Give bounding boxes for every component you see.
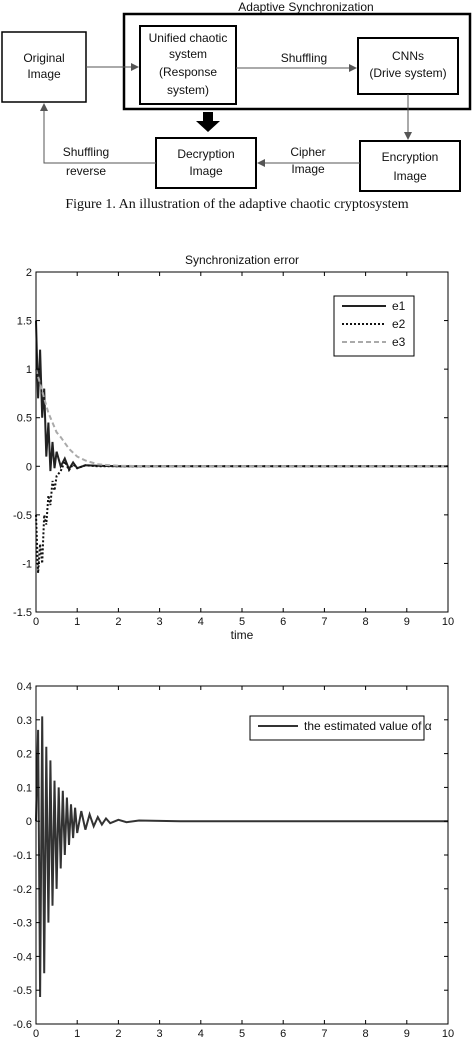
- encryption-image-box: [359, 140, 461, 192]
- y-tick-label: -0.3: [13, 918, 32, 930]
- x-tick-label: 3: [157, 1028, 163, 1040]
- y-tick-label: -0.5: [13, 985, 32, 997]
- x-tick-label: 3: [157, 616, 163, 628]
- x-tick-label: 8: [363, 616, 369, 628]
- encryption-label-2: Image: [393, 169, 427, 183]
- original-image-label-2: Image: [27, 67, 61, 81]
- legend-label: e2: [392, 317, 406, 331]
- unified-label-1: Unified chaotic: [149, 31, 228, 45]
- x-tick-label: 9: [404, 616, 410, 628]
- y-tick-label: 1.5: [17, 316, 32, 328]
- unified-label-4: system): [167, 83, 209, 97]
- y-tick-label: -0.6: [13, 1019, 32, 1031]
- series-line-the estimated value of α: [35, 716, 448, 998]
- original-image-label-1: Original: [23, 51, 64, 65]
- block-diagram: Adaptive Synchronization Original Image …: [1, 0, 472, 192]
- decryption-label-2: Image: [189, 164, 223, 178]
- x-axis-label: time: [231, 628, 254, 642]
- x-tick-label: 1: [74, 616, 80, 628]
- legend-box: [249, 715, 425, 741]
- cipher-label-1: Cipher: [290, 145, 325, 159]
- chart-title: Synchronization error: [185, 253, 299, 267]
- original-image-box: [1, 31, 87, 103]
- y-tick-label: 0.5: [17, 413, 32, 425]
- x-tick-label: 5: [239, 1028, 245, 1040]
- x-tick-label: 10: [442, 616, 454, 628]
- unified-label-3: (Response: [159, 65, 217, 79]
- x-tick-label: 6: [280, 616, 286, 628]
- shuffling-reverse-arrow: [40, 103, 156, 164]
- y-tick-label: 0.3: [17, 715, 32, 727]
- unified-label-2: system: [169, 47, 207, 61]
- unified-chaotic-box: [139, 25, 237, 105]
- adaptive-sync-frame: [122, 12, 472, 111]
- y-tick-label: 0.4: [17, 681, 32, 693]
- x-tick-label: 10: [442, 1028, 454, 1040]
- cipher-label-2: Image: [291, 162, 325, 176]
- x-tick-label: 2: [115, 1028, 121, 1040]
- x-tick-label: 7: [321, 1028, 327, 1040]
- x-tick-label: 4: [198, 1028, 204, 1040]
- series-line-e2: [35, 458, 448, 574]
- y-tick-label: 0: [26, 816, 32, 828]
- cnns-label-2: (Drive system): [369, 66, 446, 80]
- figure-caption: Figure 1. An illustration of the adaptiv…: [65, 197, 409, 212]
- x-tick-label: 4: [198, 616, 204, 628]
- shuffling-label: Shuffling: [281, 51, 327, 65]
- y-tick-label: 2: [26, 267, 32, 279]
- decryption-label-1: Decryption: [177, 147, 234, 161]
- shuffling-reverse-label-2: reverse: [66, 164, 106, 178]
- adaptive-sync-title: Adaptive Synchronization: [238, 0, 373, 14]
- y-tick-label: 0.1: [17, 782, 32, 794]
- legend-label: e1: [392, 299, 406, 313]
- estimated-alpha-chart: 0 1 2 3 4 5 6 7 8 9 10 -0.6 -0.5 -0.4 -0.3 -0.2 -0.1 0 0.1…: [13, 681, 454, 1041]
- y-tick-label: -0.1: [13, 850, 32, 862]
- shuffling-reverse-label-1: Shuffling: [63, 145, 109, 159]
- decryption-image-box: [155, 137, 257, 189]
- x-tick-label: 2: [115, 616, 121, 628]
- cnns-label-1: CNNs: [392, 49, 424, 63]
- x-tick-label: 1: [74, 1028, 80, 1040]
- x-tick-label: 7: [321, 616, 327, 628]
- y-tick-label: -1.5: [13, 607, 32, 619]
- y-tick-label: 1: [26, 364, 32, 376]
- x-tick-label: 5: [239, 616, 245, 628]
- y-tick-label: -1: [22, 558, 32, 570]
- series-line-e3: [35, 368, 448, 468]
- sync-down-arrow: [196, 112, 220, 132]
- y-tick-label: -0.2: [13, 884, 32, 896]
- legend-label: the estimated value of α: [304, 719, 432, 733]
- y-tick-label: -0.5: [13, 510, 32, 522]
- x-tick-label: 0: [33, 616, 39, 628]
- y-tick-label: -0.4: [13, 951, 32, 963]
- x-tick-label: 0: [33, 1028, 39, 1040]
- cnns-box: [357, 37, 459, 95]
- legend-label: e3: [392, 335, 406, 349]
- x-tick-label: 6: [280, 1028, 286, 1040]
- encryption-label-1: Encryption: [382, 150, 439, 164]
- y-tick-label: 0.2: [17, 749, 32, 761]
- y-tick-label: 0: [26, 461, 32, 473]
- x-tick-label: 8: [363, 1028, 369, 1040]
- x-tick-label: 9: [404, 1028, 410, 1040]
